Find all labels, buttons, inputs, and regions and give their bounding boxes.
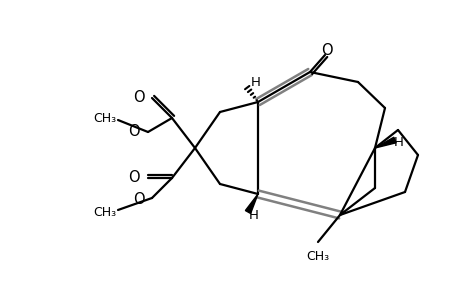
- Text: O: O: [133, 191, 145, 206]
- Text: O: O: [128, 124, 140, 140]
- Text: H: H: [248, 209, 258, 223]
- Text: CH₃: CH₃: [93, 112, 116, 124]
- Text: O: O: [133, 89, 145, 104]
- Text: CH₃: CH₃: [306, 250, 329, 263]
- Polygon shape: [245, 194, 257, 214]
- Text: O: O: [320, 43, 332, 58]
- Text: CH₃: CH₃: [93, 206, 116, 218]
- Polygon shape: [374, 137, 395, 148]
- Text: H: H: [251, 76, 260, 88]
- Text: O: O: [128, 170, 140, 185]
- Text: H: H: [393, 136, 403, 149]
